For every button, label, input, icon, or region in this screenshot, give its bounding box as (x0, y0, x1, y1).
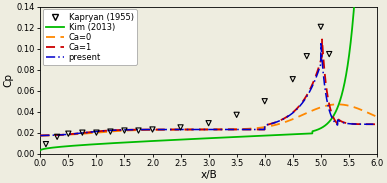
Point (205, 122, 212, 125)
Point (234, 113, 240, 116)
Point (326, 53, 332, 56)
Point (289, 78, 296, 81)
Point (135, 129, 142, 132)
Point (79, 131, 86, 134)
X-axis label: x/B: x/B (200, 169, 217, 180)
Point (65, 132, 72, 135)
Point (122, 129, 128, 132)
Point (304, 55, 310, 58)
Point (178, 126, 184, 129)
Point (43, 143, 49, 146)
Point (107, 130, 113, 133)
Point (262, 100, 268, 103)
Point (54, 135, 60, 138)
Y-axis label: Cp: Cp (3, 73, 14, 87)
Point (318, 25, 324, 28)
Point (93, 131, 99, 134)
Legend: Kapryan (1955), Kim (2013), Ca=0, Ca=1, present: Kapryan (1955), Kim (2013), Ca=0, Ca=1, … (43, 10, 137, 65)
Point (149, 128, 156, 131)
